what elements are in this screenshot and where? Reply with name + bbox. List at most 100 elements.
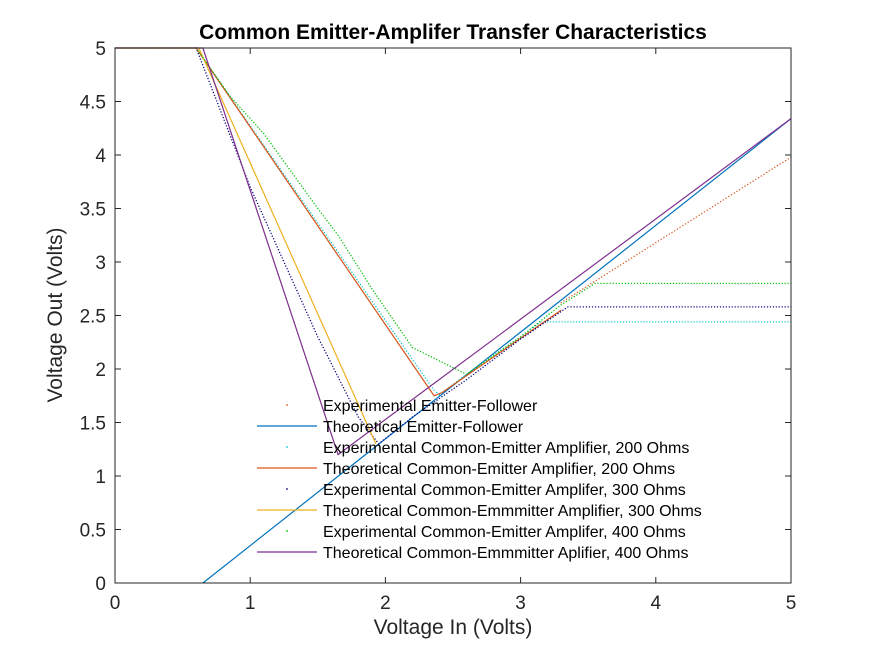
data-point [539, 321, 541, 323]
data-point [283, 262, 286, 265]
data-point [527, 333, 529, 335]
data-point [294, 190, 297, 192]
data-point [613, 306, 615, 308]
data-point [740, 282, 742, 285]
data-point [596, 321, 598, 323]
data-point [315, 333, 318, 335]
data-point [728, 282, 730, 285]
data-point [693, 321, 695, 323]
data-point [562, 309, 564, 311]
data-point [394, 333, 396, 335]
legend-swatch [286, 446, 288, 448]
data-point [760, 282, 763, 285]
data-point [555, 307, 558, 310]
data-point [347, 249, 349, 252]
data-point [243, 110, 245, 113]
data-point [619, 264, 622, 266]
data-point [575, 321, 578, 323]
data-point [716, 282, 719, 285]
data-point [595, 279, 597, 282]
data-point [253, 194, 255, 196]
data-point [749, 282, 751, 285]
data-point [666, 282, 669, 285]
data-point [763, 282, 766, 285]
y-tick-label: 0.5 [80, 521, 106, 542]
legend-label: Theoretical Common-Emmmitter Aplifier, 4… [323, 545, 688, 562]
data-point [371, 301, 374, 303]
data-point [205, 72, 207, 74]
data-point [567, 306, 569, 308]
data-point [355, 411, 357, 413]
data-point [425, 353, 427, 355]
data-point [299, 182, 301, 185]
data-point [661, 306, 663, 308]
data-point [389, 315, 392, 317]
data-point [218, 105, 220, 108]
data-point [643, 321, 645, 323]
legend-label: Experimental Common-Emitter Amplifer, 40… [323, 524, 686, 541]
data-point [295, 177, 297, 180]
data-point [581, 290, 583, 293]
data-point [286, 165, 288, 167]
data-point [228, 133, 231, 135]
data-point [301, 200, 303, 202]
data-point [264, 135, 267, 137]
data-point [557, 313, 559, 315]
data-point [687, 306, 689, 308]
data-point [390, 328, 392, 330]
data-point [383, 305, 385, 307]
data-point [414, 414, 416, 417]
data-point [263, 132, 265, 135]
data-point [285, 265, 287, 267]
data-point [292, 281, 294, 284]
data-point [647, 247, 649, 249]
data-point [517, 337, 519, 340]
data-point [342, 259, 344, 261]
data-point [655, 306, 657, 308]
data-point [778, 321, 780, 323]
data-point [301, 300, 303, 303]
data-point [296, 289, 298, 292]
data-point [258, 205, 260, 207]
data-point [339, 254, 341, 256]
data-point [204, 69, 206, 72]
data-point [541, 319, 543, 321]
data-point [368, 296, 370, 298]
y-tick-label: 0 [95, 574, 106, 595]
data-point [564, 321, 566, 323]
data-point [460, 371, 462, 373]
data-point [622, 321, 625, 323]
data-point [534, 324, 536, 327]
data-point [323, 232, 326, 234]
data-point [640, 306, 642, 308]
data-point [734, 321, 736, 323]
data-point [385, 320, 387, 323]
data-point [401, 332, 403, 334]
data-point [540, 321, 542, 323]
data-point [355, 262, 357, 264]
data-point [225, 90, 228, 93]
data-point [579, 290, 581, 292]
data-point [356, 265, 359, 267]
data-point [610, 306, 612, 308]
data-point [333, 368, 335, 370]
data-point [275, 243, 277, 245]
data-point [232, 141, 234, 144]
data-point [581, 321, 584, 323]
data-point [286, 177, 288, 180]
data-point [490, 356, 492, 358]
data-point [684, 223, 687, 225]
data-point [734, 282, 736, 285]
data-point [553, 309, 555, 312]
data-point [254, 197, 256, 199]
axes-layer: 0 1 2 3 4 5 0 0.5 1 1.5 2 2.5 3 3.5 4 4.5 5 [80, 39, 797, 614]
data-point [255, 200, 257, 202]
data-point [338, 379, 341, 381]
data-point [652, 306, 654, 308]
data-point [428, 354, 430, 357]
data-point [510, 343, 512, 345]
data-point [698, 214, 700, 216]
data-point [399, 329, 402, 332]
data-point [317, 336, 319, 338]
data-point [302, 187, 305, 190]
